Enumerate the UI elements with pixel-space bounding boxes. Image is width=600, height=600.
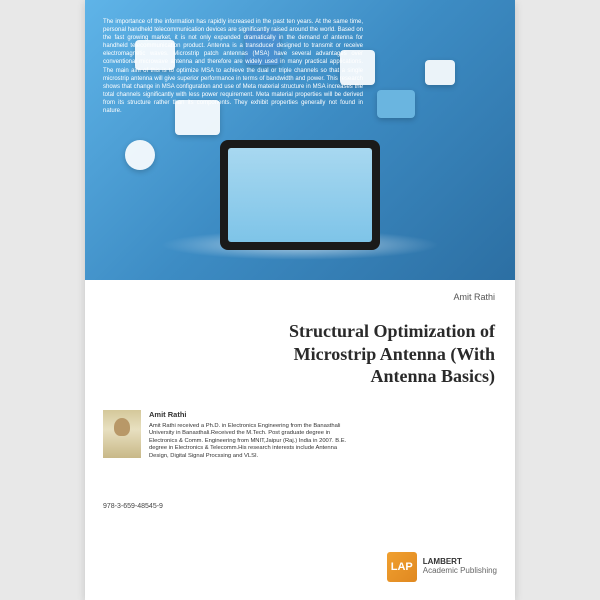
publisher-text: LAMBERT Academic Publishing	[423, 558, 497, 576]
bio-text-wrapper: Amit Rathi Amit Rathi received a Ph.D. i…	[149, 410, 353, 460]
bio-description: Amit Rathi received a Ph.D. in Electroni…	[149, 423, 353, 461]
hero-image: The importance of the information has ra…	[85, 0, 515, 280]
abstract-text: The importance of the information has ra…	[103, 18, 363, 115]
device-icon	[377, 90, 415, 118]
tablet-screen	[228, 148, 372, 242]
book-title: Structural Optimization of Microstrip An…	[245, 320, 495, 388]
publisher-block: LAP LAMBERT Academic Publishing	[387, 552, 497, 582]
device-icon	[125, 140, 155, 170]
publisher-tagline: Academic Publishing	[423, 567, 497, 576]
title-block: Structural Optimization of Microstrip An…	[245, 320, 495, 388]
book-cover: The importance of the information has ra…	[85, 0, 515, 600]
bio-author-name: Amit Rathi	[149, 410, 353, 420]
isbn-number: 978-3-659-48545-9	[103, 503, 163, 510]
author-name-top: Amit Rathi	[453, 292, 495, 302]
device-icon	[425, 60, 455, 85]
author-photo	[103, 410, 141, 458]
tablet-illustration	[220, 140, 380, 250]
publisher-logo: LAP	[387, 552, 417, 582]
author-bio-block: Amit Rathi Amit Rathi received a Ph.D. i…	[103, 410, 353, 460]
